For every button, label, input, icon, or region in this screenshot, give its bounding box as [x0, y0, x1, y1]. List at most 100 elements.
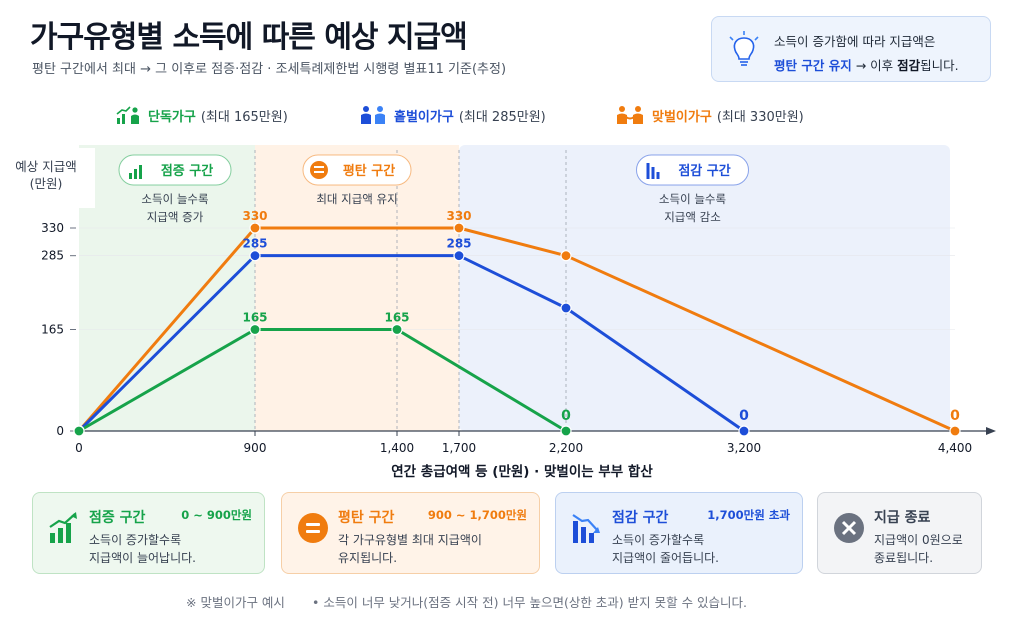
decline-chart-icon: [651, 167, 655, 179]
equals-icon: [310, 161, 328, 179]
page-subtitle: 평탄 구간에서 최대 → 그 이후로 점증·점감 · 조세특례제한법 시행령 별…: [32, 62, 507, 77]
x-tick-label: 1,400: [380, 441, 414, 455]
legend-max: (최대 285만원): [458, 109, 546, 125]
zone-description: 최대 지급액 유지: [316, 192, 397, 206]
equals-icon: [298, 513, 328, 543]
x-axis-arrow: [986, 427, 996, 435]
card-end: 지급 종료 지급액이 0원으로 종료됩니다.: [817, 492, 982, 574]
data-label: 330: [242, 209, 267, 223]
card-description: 지급액이 0원으로 종료됩니다.: [874, 533, 963, 565]
x-tick-label: 900: [244, 441, 267, 455]
series-point: [453, 222, 465, 234]
zone-label: 평탄 구간: [343, 163, 395, 179]
card-title: 점증 구간: [89, 510, 146, 526]
card-range: 0 ~ 900만원: [181, 508, 252, 522]
zone-pill-1: [302, 154, 412, 186]
holding-hands-icon: [617, 106, 643, 124]
series-point: [738, 425, 750, 437]
zone-bg-flat: [255, 145, 459, 431]
series-point: [949, 425, 961, 437]
info-text-line1: 소득이 증가함에 따라 지급액은: [774, 34, 936, 49]
legend-item-single: 단독가구 (최대 165만원): [116, 104, 288, 126]
data-label: 0: [950, 408, 960, 424]
lightbulb-icon: [729, 31, 759, 66]
x-tick-label: 1,700: [442, 441, 476, 455]
legend-name: 맞벌이가구: [652, 109, 712, 125]
y-label-bg: [0, 148, 95, 208]
zone-label: 점감 구간: [678, 163, 730, 179]
series-point: [73, 425, 85, 437]
card-decrease: 점감 구간 1,700만원 초과 소득이 증가할수록 지급액이 줄어듭니다.: [555, 492, 803, 574]
zone-bg-decrease: [459, 145, 950, 431]
footnote-warning: • 소득이 너무 낮거나(점증 시작 전) 너무 높으면(상한 초과) 받지 못…: [312, 595, 748, 610]
legend-name: 단독가구: [148, 109, 196, 125]
card-title: 점감 구간: [612, 510, 669, 526]
y-tick-label: 330: [41, 221, 64, 235]
zone-pill-0: [118, 154, 232, 186]
growth-chart-icon: [129, 173, 132, 179]
info-text-line2: 평탄 구간 유지 → 이후 점감됩니다.: [774, 55, 959, 74]
legend-item-dual-earner: 맞벌이가구 (최대 330만원): [614, 104, 804, 126]
decline-chart-icon: [572, 514, 600, 543]
y-tick-label: 0: [56, 424, 64, 438]
zone-description: 지급액 감소: [664, 210, 721, 224]
decline-chart-icon: [656, 172, 660, 179]
x-tick-label: 4,400: [938, 441, 972, 455]
series-point: [249, 250, 261, 262]
close-icon: [834, 513, 864, 543]
data-label: 330: [446, 209, 471, 223]
card-title: 지급 종료: [874, 510, 931, 526]
card-description: 소득이 증가할수록 지급액이 줄어듭니다.: [612, 533, 719, 565]
x-tick-label: 0: [75, 441, 83, 455]
data-label: 285: [242, 237, 267, 251]
legend-name: 홑벌이가구: [394, 109, 454, 125]
growth-chart-icon: [134, 169, 137, 179]
y-tick-label: 165: [41, 323, 64, 337]
decline-chart-icon: [646, 163, 650, 179]
data-label: 165: [242, 311, 267, 325]
info-tail-text: 됩니다.: [920, 58, 959, 73]
footnote-example: ※ 맞벌이가구 예시: [186, 595, 285, 610]
card-range: 1,700만원 초과: [707, 508, 790, 522]
data-label: 0: [739, 408, 749, 424]
series-point: [560, 425, 572, 437]
growth-chart-icon: [139, 165, 142, 179]
card-title: 평탄 구간: [338, 510, 395, 526]
series-point: [560, 250, 572, 262]
card-description: 각 가구유형별 최대 지급액이 유지됩니다.: [338, 533, 482, 565]
couple-icon: [361, 106, 385, 124]
legend-max: (최대 165만원): [200, 109, 288, 125]
y-tick-label: 285: [41, 249, 64, 263]
series-point: [249, 222, 261, 234]
person-chart-icon: [116, 106, 139, 124]
card-increase: 점증 구간 0 ~ 900만원 소득이 증가할수록 지급액이 늘어납니다.: [32, 492, 265, 574]
zone-bg-increase: [79, 145, 255, 431]
x-tick-label: 3,200: [727, 441, 761, 455]
zone-description: 소득이 늘수록: [659, 192, 726, 206]
growth-chart-icon: [49, 512, 77, 543]
series-line-0: [78, 328, 567, 433]
info-box: 소득이 증가함에 따라 지급액은 평탄 구간 유지 → 이후 점감됩니다.: [711, 16, 991, 82]
info-highlight-decrease: 점감: [897, 58, 921, 73]
y-axis-label: 예상 지급액 (만원): [15, 159, 77, 191]
page-title: 가구유형별 소득에 따른 예상 지급액: [30, 20, 468, 55]
series-point: [453, 250, 465, 262]
data-label: 0: [561, 408, 571, 424]
equals-icon: [314, 166, 324, 168]
legend-max: (최대 330만원): [716, 109, 804, 125]
series-point: [560, 302, 572, 314]
data-label: 165: [384, 311, 409, 325]
card-description: 소득이 증가할수록 지급액이 늘어납니다.: [89, 533, 196, 565]
equals-icon: [314, 171, 324, 173]
card-range: 900 ~ 1,700만원: [427, 508, 527, 522]
legend-item-single-earner: 홑벌이가구 (최대 285만원): [358, 104, 546, 126]
series-point: [391, 323, 403, 336]
card-flat: 평탄 구간 900 ~ 1,700만원 각 가구유형별 최대 지급액이 유지됩니…: [281, 492, 540, 574]
data-label: 285: [446, 237, 471, 251]
series-point: [249, 323, 261, 336]
zone-description: 소득이 늘수록: [141, 192, 208, 206]
zone-pill-2: [636, 154, 749, 186]
info-arrow-text: → 이후: [851, 58, 898, 73]
zone-label: 점증 구간: [161, 163, 213, 179]
